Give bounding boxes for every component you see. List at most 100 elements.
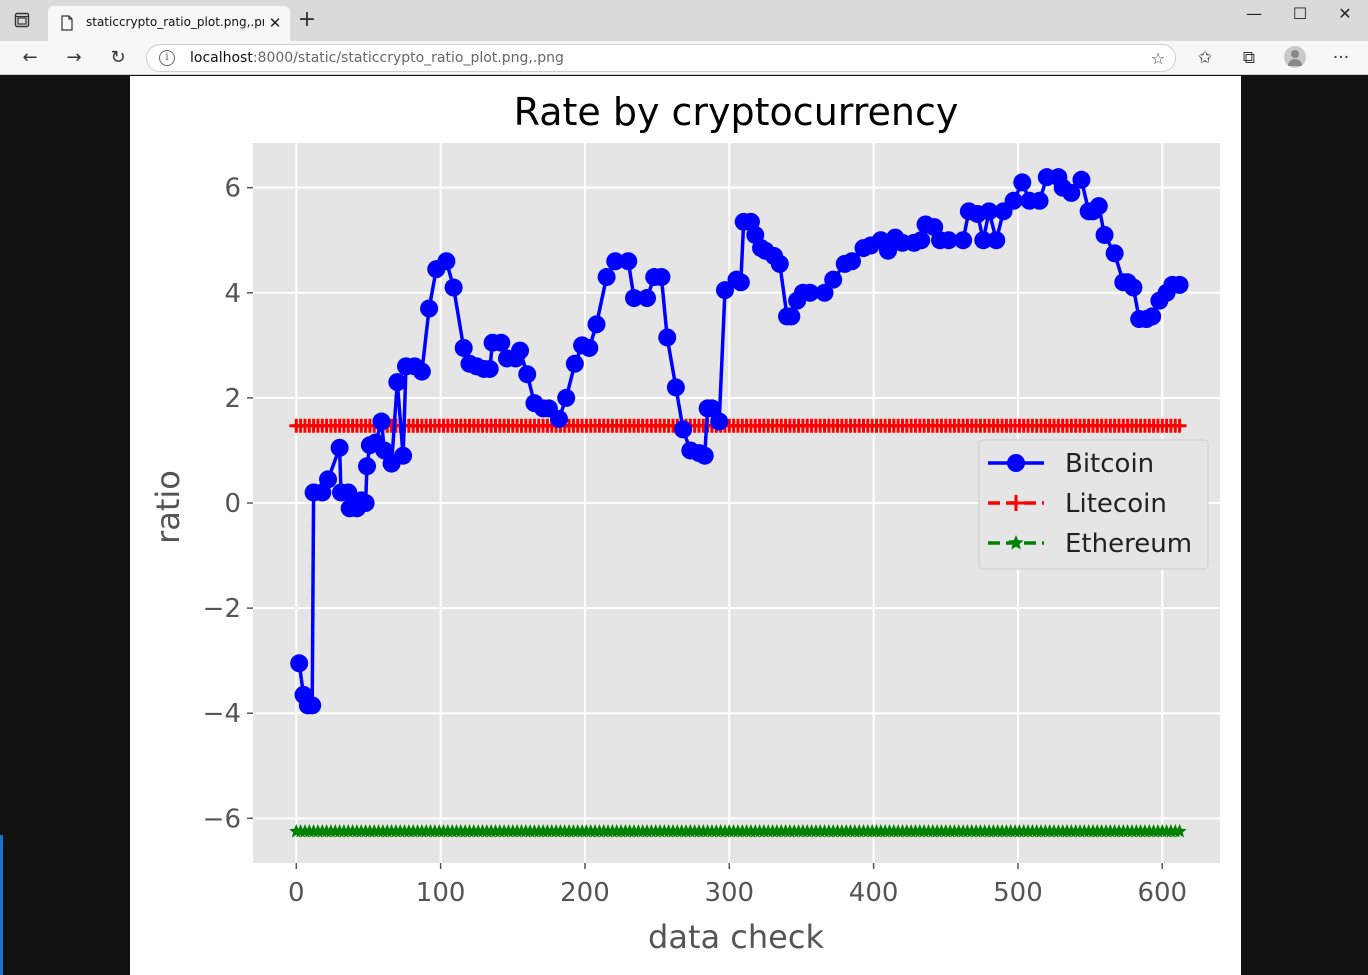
data-point	[375, 441, 394, 460]
data-point	[658, 328, 677, 347]
favorites-icon[interactable]: ✩	[1197, 48, 1213, 68]
tick-labels: 0 100 200 300 400 500 600 −6 −4 −2 0 2 4 6	[203, 174, 1187, 908]
back-arrow-icon[interactable]: ←	[22, 47, 38, 68]
data-point	[842, 252, 861, 271]
data-point	[980, 202, 999, 221]
close-window-icon[interactable]: ✕	[1338, 4, 1352, 23]
data-point	[666, 378, 685, 397]
refresh-icon[interactable]: ↻	[110, 47, 126, 68]
data-point	[625, 289, 644, 308]
profile-head	[1291, 50, 1299, 58]
data-point	[770, 254, 789, 273]
x-tick-label: 400	[849, 878, 899, 908]
profile-body	[1288, 59, 1302, 66]
url-host: localhost	[190, 50, 253, 66]
legend-marker	[1007, 454, 1025, 472]
data-point	[824, 270, 843, 289]
x-axis-label: data check	[648, 918, 824, 956]
data-point	[715, 281, 734, 300]
data-point	[954, 231, 973, 250]
data-point	[480, 359, 499, 378]
data-point	[1124, 278, 1143, 297]
x-tick-label: 600	[1137, 878, 1187, 908]
data-point	[1004, 191, 1023, 210]
tab-title: staticcrypto_ratio_plot.png,.png	[86, 15, 264, 29]
data-point	[339, 483, 358, 502]
data-point	[815, 283, 834, 302]
data-point	[444, 278, 463, 297]
legend-entry-bitcoin: Bitcoin	[988, 449, 1154, 479]
url-text[interactable]: localhost:8000/static/staticcrypto_ratio…	[190, 50, 564, 66]
legend-marker	[1008, 495, 1024, 511]
legend-label: Bitcoin	[1065, 449, 1154, 479]
data-point	[412, 362, 431, 381]
window-menu-icon[interactable]	[14, 12, 30, 28]
maximize-icon[interactable]: ☐	[1292, 4, 1308, 23]
data-point	[358, 457, 377, 476]
series-litecoin	[289, 418, 1187, 433]
data-point	[638, 289, 657, 308]
x-tick-label: 0	[288, 878, 305, 908]
data-point	[1143, 307, 1162, 326]
data-point	[394, 446, 413, 465]
data-point	[597, 268, 616, 287]
info-icon[interactable]: i	[159, 50, 175, 66]
star-add-icon[interactable]: ☆	[1150, 49, 1166, 68]
new-tab-button[interactable]: +	[297, 7, 317, 32]
data-point	[1172, 824, 1187, 838]
data-point	[1089, 197, 1108, 216]
y-tick-label: −2	[203, 594, 241, 624]
chart: 0 100 200 300 400 500 600 −6 −4 −2 0 2 4 6 Rate by cr…	[149, 90, 1220, 956]
chart-title: Rate by cryptocurrency	[514, 90, 959, 134]
data-point	[587, 315, 606, 334]
data-point	[695, 446, 714, 465]
data-point	[619, 252, 638, 271]
more-menu-icon[interactable]: ···	[1332, 48, 1350, 68]
tab-close-icon[interactable]: ✕	[268, 14, 282, 32]
data-point	[420, 299, 439, 318]
minimize-icon[interactable]: —	[1246, 4, 1262, 23]
address-bar[interactable]: i localhost:8000/static/staticcrypto_rat…	[146, 44, 1176, 72]
legend-marker	[1008, 535, 1024, 550]
data-point	[939, 231, 958, 250]
series-bitcoin	[290, 168, 1189, 715]
forward-arrow-icon[interactable]: →	[66, 47, 82, 68]
desktop-edge	[0, 835, 3, 975]
data-point	[356, 494, 375, 512]
data-point	[565, 354, 584, 373]
data-point	[1072, 170, 1091, 189]
legend-box	[978, 439, 1209, 570]
data-point	[437, 252, 456, 271]
x-tick-label: 300	[704, 878, 754, 908]
browser-toolbar: ← → ↻ i localhost:8000/static/staticcryp…	[0, 41, 1368, 75]
data-point	[454, 338, 473, 357]
url-path: :8000/static/staticcrypto_ratio_plot.png…	[252, 50, 564, 66]
x-tick-label: 500	[993, 878, 1043, 908]
y-tick-label: 0	[224, 489, 241, 519]
data-point	[492, 333, 511, 352]
data-point	[879, 241, 898, 260]
y-tick-label: 4	[224, 279, 241, 309]
collections-icon[interactable]: ⧉	[1242, 48, 1256, 68]
data-point	[974, 231, 993, 250]
data-point	[580, 338, 599, 357]
data-point	[319, 470, 338, 489]
y-axis-label: ratio	[149, 470, 187, 544]
tab-active[interactable]: staticcrypto_ratio_plot.png,.png ✕	[48, 6, 290, 41]
data-point	[549, 409, 568, 428]
data-point	[511, 341, 530, 360]
data-point	[290, 654, 309, 673]
data-point	[1062, 183, 1081, 202]
profile-avatar-icon[interactable]	[1284, 46, 1306, 68]
data-point	[518, 365, 537, 384]
data-point	[987, 231, 1006, 250]
y-tick-label: 6	[224, 174, 241, 204]
data-point	[1170, 275, 1189, 294]
data-point	[782, 307, 801, 326]
data-point	[1030, 191, 1049, 210]
data-point	[674, 420, 693, 439]
x-tick-label: 200	[560, 878, 610, 908]
legend-entry-ethereum: Ethereum	[988, 529, 1192, 559]
tab-bar: staticcrypto_ratio_plot.png,.png ✕ + — ☐…	[0, 0, 1368, 41]
data-point	[557, 388, 576, 407]
